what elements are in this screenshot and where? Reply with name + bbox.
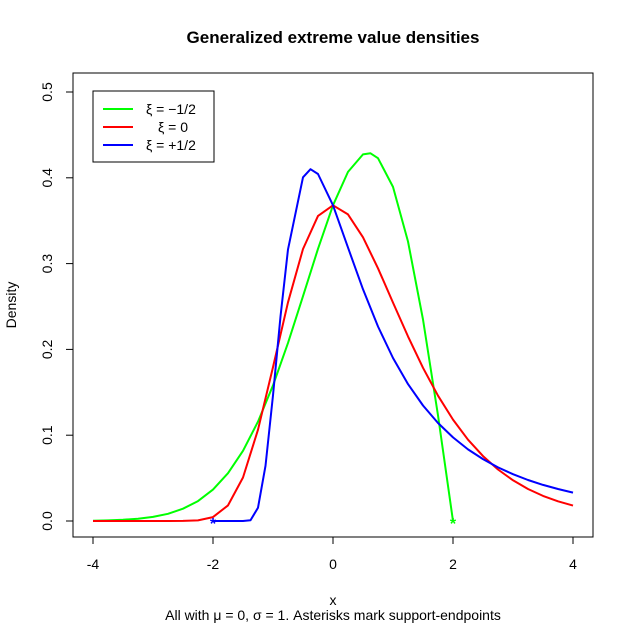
x-tick-label: -2 — [207, 556, 220, 572]
x-tick-label: -4 — [87, 556, 100, 572]
series-line-2 — [213, 168, 574, 522]
subtitle: All with μ = 0, σ = 1. Asterisks mark su… — [165, 607, 501, 623]
legend: ξ = −1/2 ξ = 0 ξ = +1/2 — [92, 90, 215, 163]
x-tick-label: 0 — [329, 556, 337, 572]
legend-label-xi-zero: ξ = 0 — [158, 119, 188, 135]
y-tick-label: 0.0 — [39, 511, 55, 531]
y-axis-label: Density — [3, 282, 19, 329]
x-tick-label: 4 — [569, 556, 577, 572]
y-tick-label: 0.1 — [39, 425, 55, 445]
y-tick-label: 0.4 — [39, 168, 55, 188]
y-tick-label: 0.2 — [39, 339, 55, 359]
chart-title: Generalized extreme value densities — [187, 28, 480, 47]
y-axis: 0.0 0.1 0.2 0.3 0.4 0.5 — [39, 82, 74, 531]
y-tick-label: 0.3 — [39, 254, 55, 274]
series-line-0 — [92, 152, 454, 522]
legend-label-xi-pos-half: ξ = +1/2 — [146, 137, 196, 153]
support-endpoint-asterisk: * — [450, 516, 457, 533]
series-group: ** — [92, 152, 574, 533]
x-axis: -4 -2 0 2 4 — [87, 536, 577, 572]
x-axis-label: x — [330, 592, 337, 608]
legend-label-xi-neg-half: ξ = −1/2 — [146, 101, 196, 117]
support-endpoint-asterisk: * — [210, 516, 217, 533]
y-tick-label: 0.5 — [39, 82, 55, 102]
x-tick-label: 2 — [449, 556, 457, 572]
series-line-1 — [93, 204, 574, 522]
